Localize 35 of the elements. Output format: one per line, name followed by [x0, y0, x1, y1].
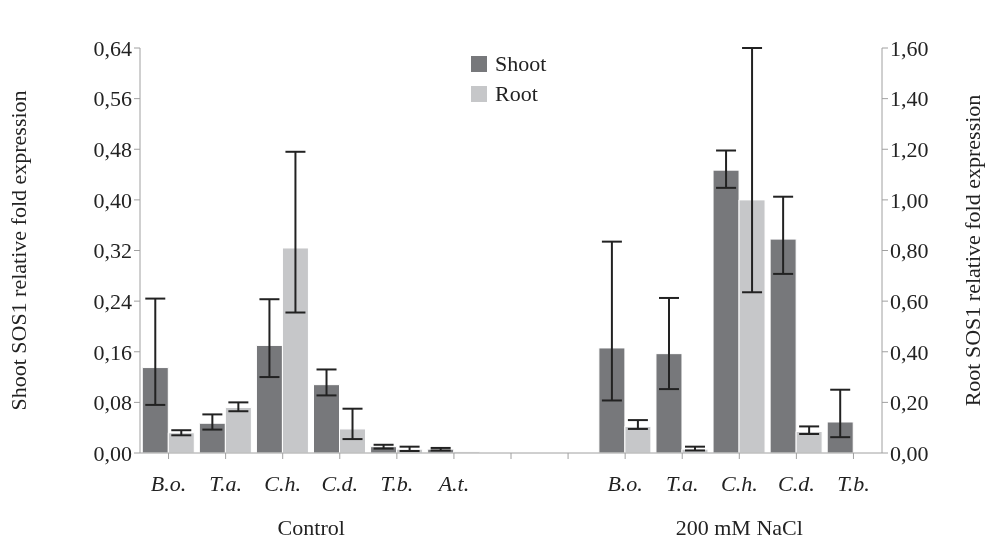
- y2-tick-label: 0,60: [890, 288, 929, 314]
- y2-tick-label: 0,80: [890, 238, 929, 264]
- y-tick-label: 0,32: [93, 238, 132, 264]
- x-tick-label: A.t.: [436, 470, 470, 496]
- legend-label: Root: [495, 81, 538, 106]
- text: Control: [277, 515, 345, 540]
- x-tick-label: C.d.: [321, 470, 359, 496]
- x-tick-label: C.h.: [264, 470, 302, 496]
- y-tick-label: 0,64: [93, 35, 132, 61]
- x-tick-label: B.o.: [150, 470, 187, 496]
- text: 200 mM NaCl: [675, 515, 803, 540]
- y2-tick-label: 0,40: [890, 339, 929, 365]
- y-tick-label: 0,00: [93, 440, 132, 466]
- y2-axis-title: Root SOS1 relative fold expression: [959, 94, 985, 407]
- y2-tick-label: 1,40: [890, 86, 929, 112]
- y2-tick-label: 0,20: [890, 390, 929, 416]
- y-tick-label: 0,08: [93, 390, 132, 416]
- y-axis-title: Shoot SOS1 relative fold expression: [5, 90, 31, 411]
- x-tick-label: C.d.: [778, 470, 815, 496]
- x-tick-label: T.b.: [380, 470, 414, 496]
- legend-label: Shoot: [495, 51, 547, 76]
- y2-tick-label: 1,00: [890, 187, 929, 213]
- y2-tick-label: 1,20: [890, 137, 929, 163]
- y-tick-label: 0,56: [93, 86, 132, 112]
- y-tick-label: 0,40: [93, 187, 132, 213]
- y-tick-label: 0,48: [93, 137, 132, 163]
- x-tick-label: C.h.: [720, 470, 758, 496]
- y2-tick-label: 0,00: [890, 440, 929, 466]
- x-tick-label: T.a.: [209, 470, 242, 496]
- x-tick-label: T.b.: [837, 470, 870, 496]
- x-tick-label: T.a.: [665, 470, 699, 496]
- y2-tick-label: 1,60: [890, 35, 929, 61]
- x-tick-label: B.o.: [607, 470, 643, 496]
- y-tick-label: 0,24: [93, 288, 132, 314]
- y-tick-label: 0,16: [93, 339, 132, 365]
